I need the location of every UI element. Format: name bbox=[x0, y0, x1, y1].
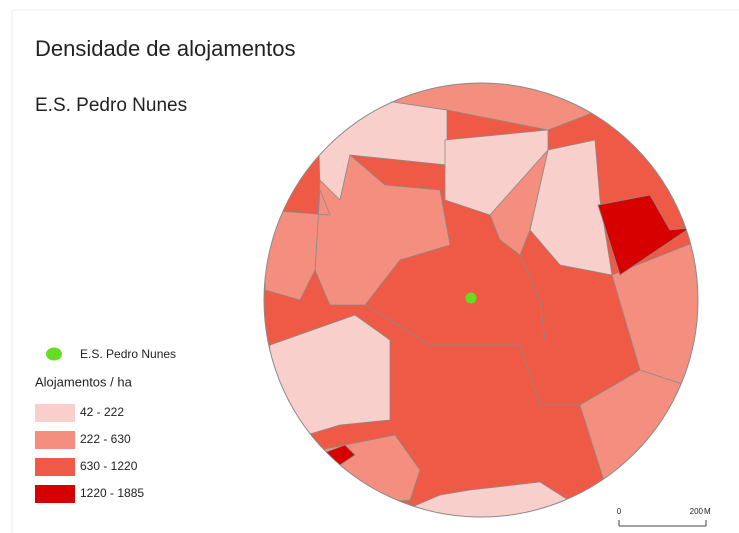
legend-point-label: E.S. Pedro Nunes bbox=[80, 347, 176, 361]
legend: 42 - 222 222 - 630 630 - 1220 1220 - 1885 bbox=[35, 404, 144, 503]
legend-label: 222 - 630 bbox=[80, 432, 131, 446]
legend-label: 630 - 1220 bbox=[80, 459, 138, 473]
zone bbox=[398, 481, 602, 517]
zone bbox=[597, 194, 691, 276]
legend-label: 1220 - 1885 bbox=[80, 486, 144, 500]
legend-swatch bbox=[35, 431, 75, 449]
zone bbox=[611, 239, 698, 391]
zone bbox=[264, 189, 331, 301]
boundary bbox=[364, 304, 580, 406]
zone bbox=[314, 154, 451, 306]
scale-unit: M bbox=[704, 507, 711, 516]
zone bbox=[489, 148, 549, 256]
map-title: Densidade de alojamentos bbox=[35, 36, 296, 61]
school-point bbox=[465, 292, 477, 304]
legend-swatch bbox=[35, 404, 75, 422]
legend-swatch bbox=[35, 485, 75, 503]
scale-start: 0 bbox=[617, 507, 622, 516]
map-subtitle: E.S. Pedro Nunes bbox=[35, 95, 187, 116]
legend-label: 42 - 222 bbox=[80, 405, 124, 419]
legend-title: Alojamentos / ha bbox=[35, 374, 133, 389]
choropleth bbox=[264, 83, 698, 517]
buffer-outline bbox=[263, 82, 699, 518]
boundary bbox=[519, 254, 546, 341]
scale-end: 200 bbox=[690, 507, 704, 516]
legend-swatch bbox=[35, 458, 75, 476]
legend-point-symbol bbox=[46, 347, 62, 361]
